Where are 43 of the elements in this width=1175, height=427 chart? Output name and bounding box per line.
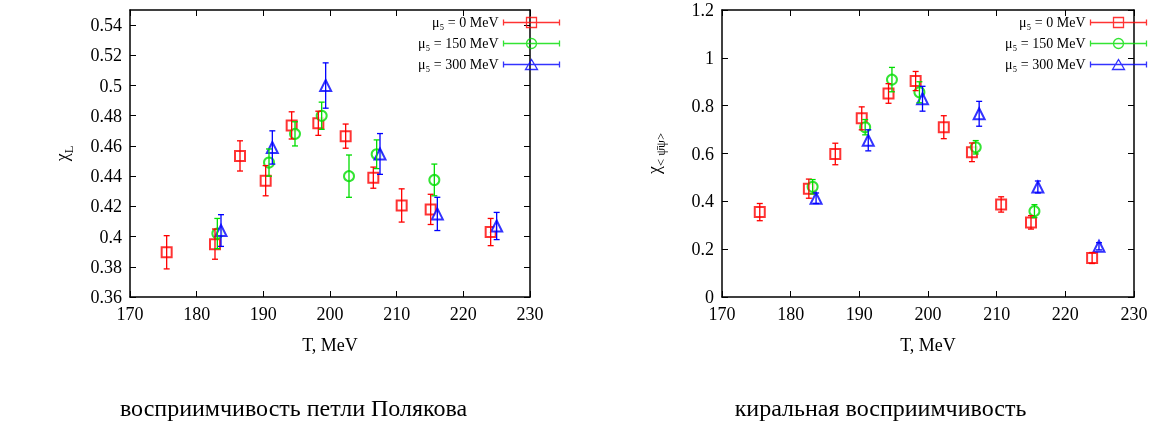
- y-tick-label: 0.46: [90, 135, 122, 156]
- x-tick-label: 180: [777, 304, 805, 324]
- y-tick-label: 1: [705, 47, 714, 68]
- y-tick-label: 0.48: [90, 105, 122, 126]
- legend-label: μ₅ = 150 MeV: [417, 36, 499, 51]
- y-tick-label: 0.6: [691, 143, 714, 164]
- x-tick-label: 180: [183, 304, 211, 324]
- legend-label: μ₅ = 300 MeV: [1004, 57, 1086, 72]
- x-tick-label: 230: [516, 304, 544, 324]
- text: восприимчивость петли Полякова: [119, 395, 468, 421]
- y-tick-label: 0.4: [99, 226, 122, 247]
- y-tick-label: 0.2: [691, 239, 714, 260]
- y-tick-label: 0.36: [90, 287, 122, 307]
- y-tick-label: 0.38: [90, 256, 122, 277]
- legend-label: μ₅ = 0 MeV: [431, 15, 499, 30]
- y-tick-label: 0: [705, 287, 714, 307]
- text: киральная восприимчивость: [734, 395, 1027, 421]
- y-tick-label: 0.5: [99, 75, 122, 96]
- x-axis-title: T, MeV: [900, 335, 956, 355]
- y-tick-label: 0.54: [90, 15, 122, 36]
- y-axis-title: χ< ψ̄ψ>: [644, 132, 668, 176]
- y-tick-label: 0.44: [90, 166, 122, 187]
- x-tick-label: 200: [914, 304, 942, 324]
- x-tick-label: 220: [449, 304, 477, 324]
- x-tick-label: 200: [316, 304, 344, 324]
- x-tick-label: 190: [249, 304, 277, 324]
- x-tick-label: 210: [383, 304, 411, 324]
- y-tick-label: 0.4: [691, 191, 714, 212]
- x-tick-label: 170: [708, 304, 736, 324]
- x-tick-label: 230: [1120, 304, 1148, 324]
- legend-label: μ₅ = 0 MeV: [1018, 15, 1086, 30]
- y-tick-label: 0.52: [90, 45, 122, 66]
- legend-label: μ₅ = 150 MeV: [1004, 36, 1086, 51]
- legend-label: μ₅ = 300 MeV: [417, 57, 499, 72]
- y-axis-title: χL: [52, 145, 76, 163]
- y-tick-label: 0.42: [90, 196, 122, 217]
- x-tick-label: 210: [983, 304, 1011, 324]
- x-tick-label: 220: [1051, 304, 1079, 324]
- x-axis-title: T, MeV: [302, 335, 358, 355]
- x-tick-label: 170: [116, 304, 144, 324]
- x-tick-label: 190: [845, 304, 873, 324]
- y-tick-label: 0.8: [691, 95, 714, 116]
- y-tick-label: 1.2: [691, 0, 714, 20]
